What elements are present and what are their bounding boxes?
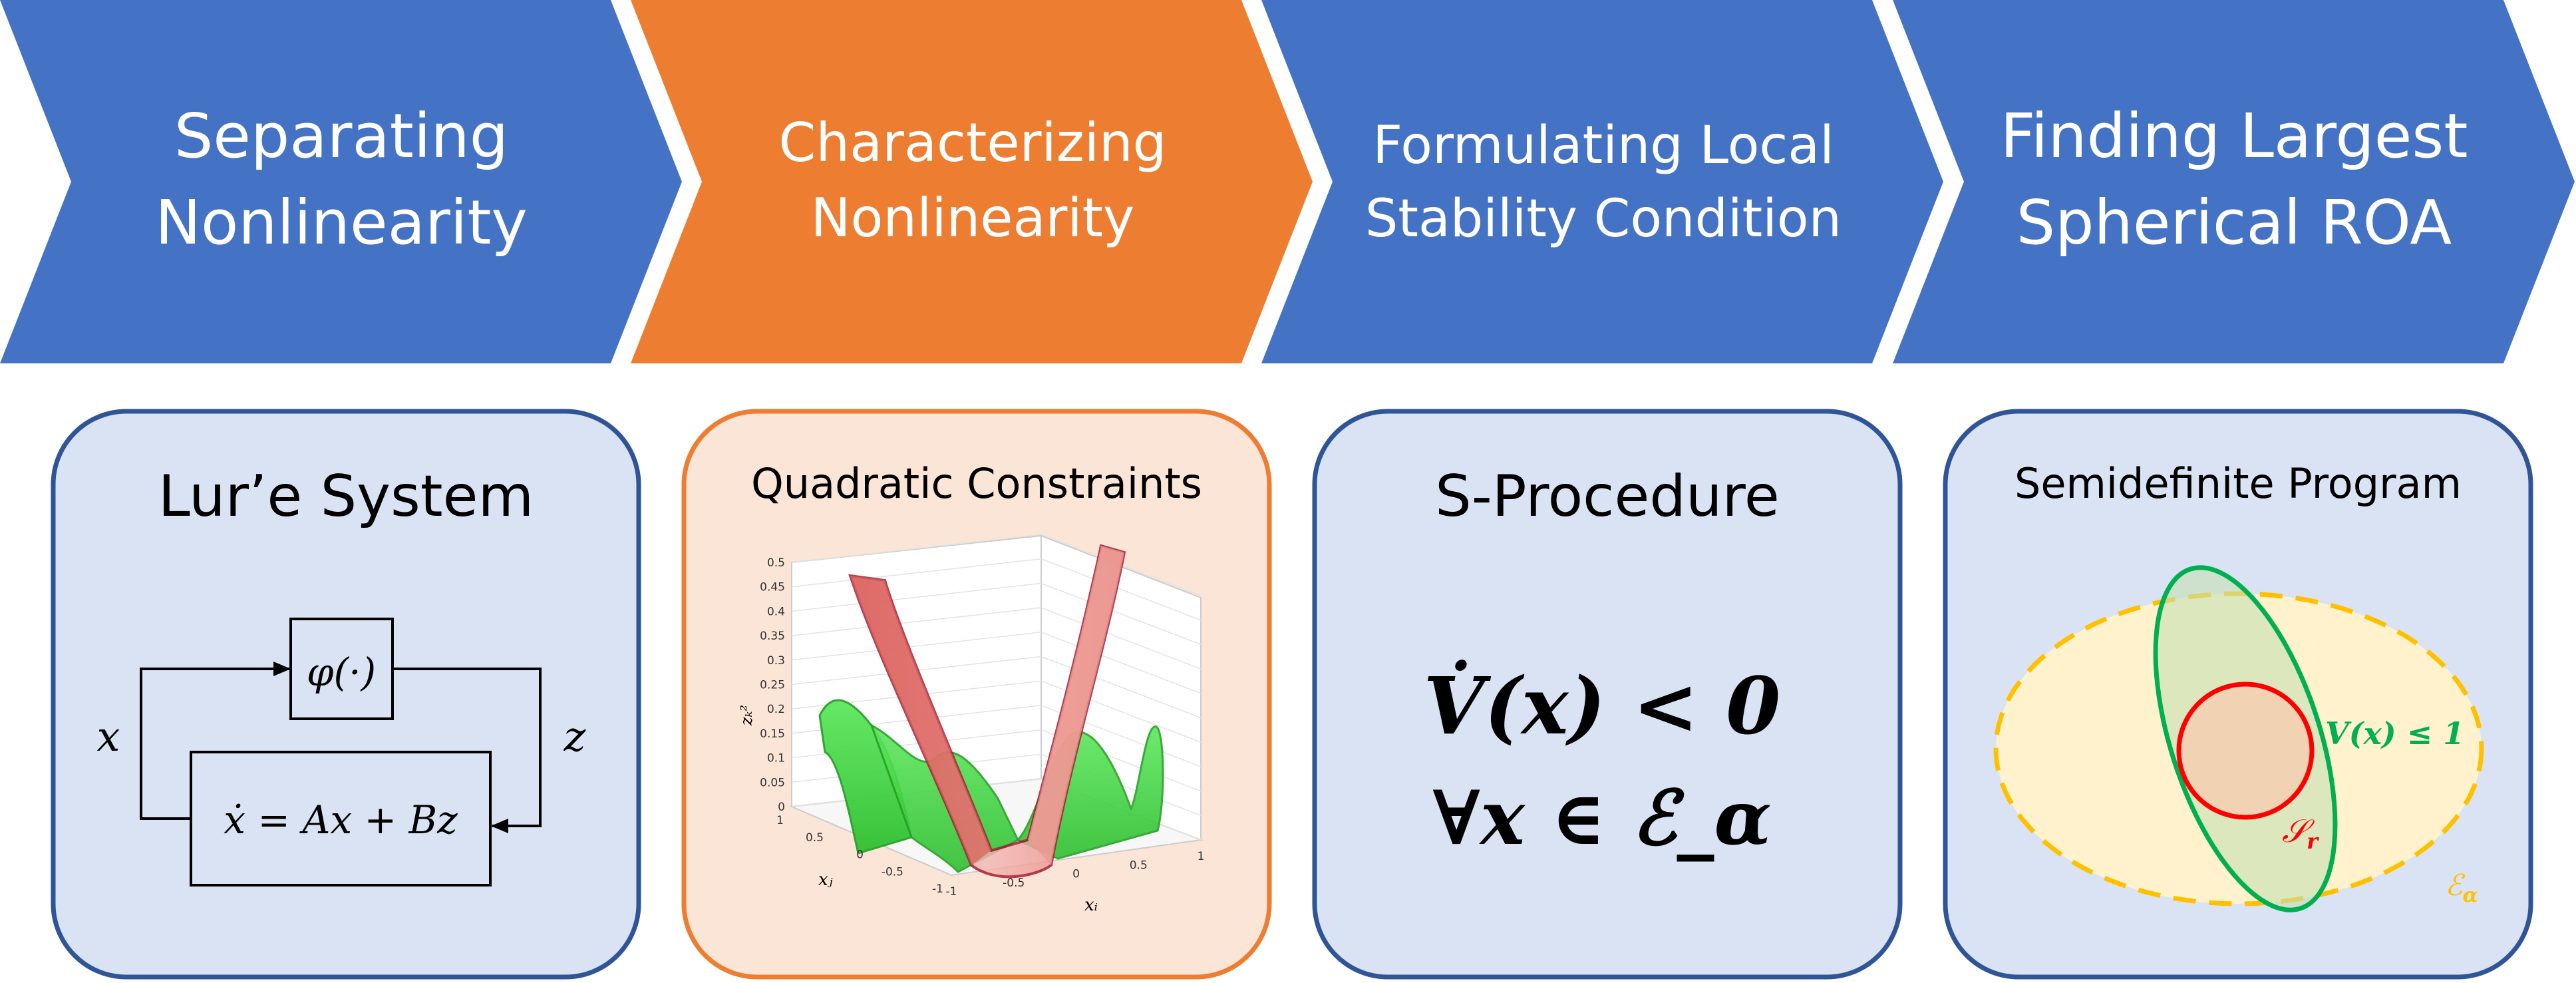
z-tick-label: 0.1 bbox=[767, 752, 785, 765]
signal-z-label: z bbox=[564, 712, 586, 761]
z-tick-label: 0.25 bbox=[760, 679, 785, 692]
card-1-background bbox=[51, 409, 641, 980]
z-gridline bbox=[1041, 632, 1202, 694]
z-gridline bbox=[791, 607, 1042, 636]
qc-3d-plot: 0 0.05 0.1 0.15 0.2 0.25 0.3 0.35 0.4 0.45 0.5 1 0.… bbox=[737, 534, 1204, 915]
stability-condition: V̇(x) < 0 bbox=[1424, 660, 1781, 752]
xj-axis-ticks: 1 0.5 0 -0.5 -1 bbox=[776, 814, 943, 896]
xj-axis-label: xⱼ bbox=[818, 870, 833, 890]
z-gridline bbox=[791, 582, 1042, 612]
z-tick-label: 0.45 bbox=[760, 581, 785, 594]
chevron-shape-2 bbox=[631, 0, 1313, 363]
step-2-line2: Nonlinearity bbox=[811, 187, 1135, 249]
xj-tick-label: 0 bbox=[856, 849, 864, 862]
z-gridline bbox=[791, 632, 1042, 661]
chevron-step-1: Separating Nonlinearity bbox=[0, 0, 682, 363]
spherical-roa bbox=[2176, 682, 2315, 820]
chevron-shape-3 bbox=[1261, 0, 1943, 363]
card-s-procedure: S-Procedure V̇(x) < 0 ∀x ∈ ℰ_α bbox=[1312, 409, 1903, 980]
step-1-line1: Separating bbox=[174, 100, 508, 172]
card-2-title: Quadratic Constraints bbox=[751, 459, 1202, 508]
card-4-title: Semidefinite Program bbox=[2014, 459, 2462, 508]
step-1-line2: Nonlinearity bbox=[155, 187, 528, 258]
z-gridline bbox=[1041, 558, 1202, 621]
step-3-line1: Formulating Local bbox=[1372, 116, 1834, 176]
chevron-shape-1 bbox=[0, 0, 682, 363]
dynamics-label: ẋ = Ax + Bz bbox=[224, 797, 458, 843]
xj-tick-label: 0.5 bbox=[806, 831, 824, 845]
state-x-label: x bbox=[97, 712, 120, 761]
chevron-step-4: Finding Largest Spherical ROA bbox=[1893, 0, 2575, 363]
xj-tick-label: 1 bbox=[776, 814, 784, 827]
z-axis-label: zₖ² bbox=[737, 705, 756, 726]
step-3-line2: Stability Condition bbox=[1365, 189, 1842, 249]
xj-tick-label: -0.5 bbox=[882, 865, 903, 879]
xi-axis-ticks: -1 -0.5 0 0.5 1 bbox=[946, 850, 1205, 898]
card-3-background bbox=[1312, 409, 1903, 980]
xi-tick-label: 1 bbox=[1198, 850, 1205, 863]
z-tick-label: 0.3 bbox=[767, 654, 785, 668]
xi-tick-label: 0.5 bbox=[1130, 859, 1148, 872]
step-4-line1: Finding Largest bbox=[2001, 100, 2468, 172]
xi-tick-label: -0.5 bbox=[1003, 877, 1025, 890]
z-tick-label: 0.15 bbox=[760, 727, 785, 741]
lure-block-diagram bbox=[140, 618, 542, 886]
card-quadratic-constraints: Quadratic Constraints 0 0.05 0.1 0.15 0.2 0.2… bbox=[681, 409, 1272, 980]
z-tick-label: 0.5 bbox=[767, 556, 785, 570]
z-tick-label: 0.2 bbox=[767, 703, 785, 716]
z-tick-label: 0.35 bbox=[760, 630, 785, 643]
xj-tick-label: -1 bbox=[932, 883, 943, 896]
card-semidefinite-program: Semidefinite Program V(x) ≤ 1 𝒮r ℰα bbox=[1943, 409, 2533, 980]
xi-tick-label: 0 bbox=[1072, 868, 1080, 881]
chevron-step-2: Characterizing Nonlinearity bbox=[631, 0, 1313, 363]
z-tick-label: 0.05 bbox=[760, 776, 785, 789]
nonlinearity-label: φ(·) bbox=[307, 650, 376, 695]
card-1-title: Lur’e System bbox=[158, 463, 534, 530]
z-tick-label: 0 bbox=[778, 801, 785, 814]
z-gridline bbox=[1041, 656, 1202, 719]
card-lure-system: Lur’e System φ(·) ẋ = Ax + Bz x z bbox=[51, 409, 641, 980]
output-signal-line bbox=[393, 668, 542, 833]
z-gridline bbox=[1041, 582, 1202, 646]
xi-axis-label: xᵢ bbox=[1084, 895, 1098, 915]
z-tick-label: 0.4 bbox=[767, 605, 785, 618]
qc-upper-surface-left-sheet bbox=[850, 576, 991, 865]
chevron-step-3: Formulating Local Stability Condition bbox=[1261, 0, 1943, 363]
chevron-shape-4 bbox=[1893, 0, 2575, 363]
state-signal-line bbox=[140, 662, 291, 820]
ellipsoid-quantifier: ∀x ∈ ℰ_α bbox=[1432, 775, 1771, 862]
lyapunov-level-label: V(x) ≤ 1 bbox=[2325, 715, 2464, 751]
ellipsoid-set-label: ℰα bbox=[2445, 869, 2478, 907]
z-gridline bbox=[1041, 607, 1202, 670]
qc-upper-surface-right-sheet bbox=[1028, 546, 1124, 865]
z-gridline bbox=[791, 534, 1042, 563]
ellipsoid-set-symbol: ℰ bbox=[2445, 869, 2466, 902]
step-4-line2: Spherical ROA bbox=[2016, 187, 2452, 258]
step-2-line1: Characterizing bbox=[779, 112, 1167, 174]
ball-set-subscript: r bbox=[2307, 829, 2319, 854]
pipeline: Separating Nonlinearity Characterizing N… bbox=[0, 0, 2575, 363]
z-axis-ticks: 0 0.05 0.1 0.15 0.2 0.25 0.3 0.35 0.4 0.45 0.5 bbox=[760, 556, 785, 814]
ellipsoid-set-subscript: α bbox=[2463, 884, 2478, 907]
z-gridline bbox=[791, 558, 1042, 588]
xi-tick-label: -1 bbox=[946, 885, 957, 898]
card-3-title: S-Procedure bbox=[1435, 463, 1780, 530]
